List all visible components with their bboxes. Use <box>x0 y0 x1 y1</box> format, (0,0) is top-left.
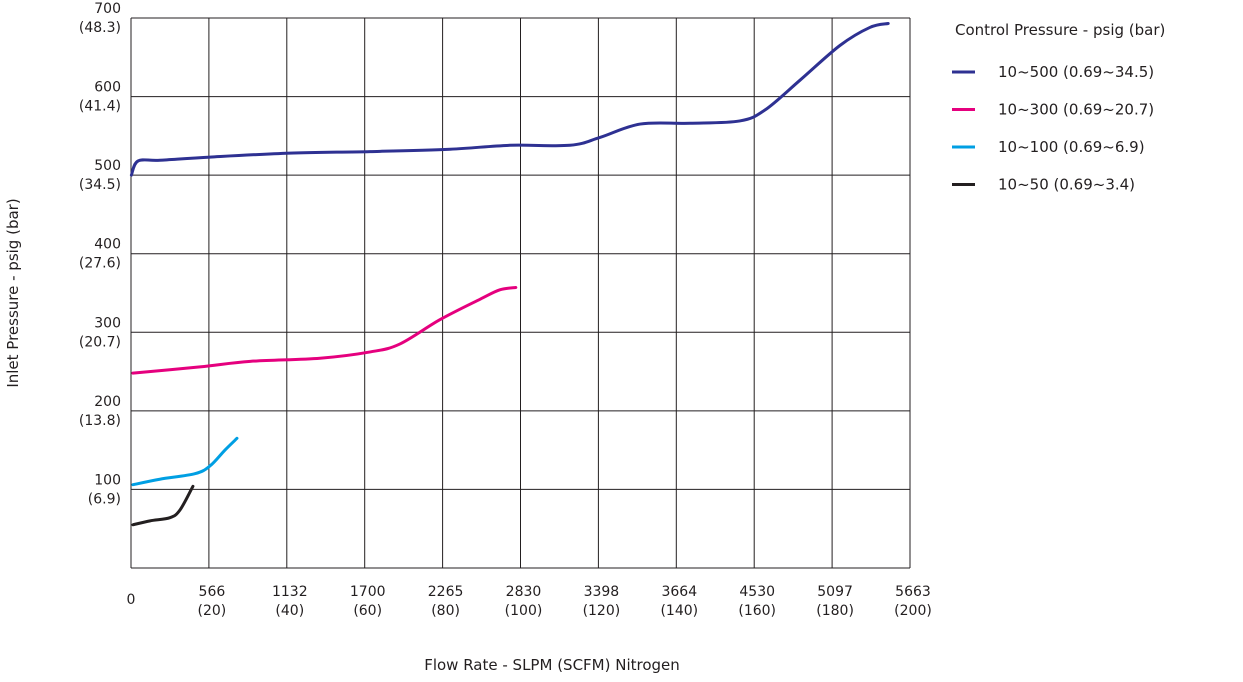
x-axis-title: Flow Rate - SLPM (SCFM) Nitrogen <box>424 656 680 674</box>
series-line <box>129 22 890 177</box>
x-tick-label: 3664 (140) <box>660 584 698 619</box>
y-axis-title: Inlet Pressure - psig (bar) <box>4 198 22 387</box>
series-line <box>131 286 518 375</box>
y-tick-label: 100 (6.9) <box>88 472 121 507</box>
x-tick-label: 5663 (200) <box>894 584 932 619</box>
x-tick-label: 2265 (80) <box>428 584 464 619</box>
x-tick-label: 5097 (180) <box>816 584 854 619</box>
y-tick-label: 300 (20.7) <box>79 315 121 350</box>
legend-label: 10~300 (0.69~20.7) <box>998 101 1154 119</box>
x-tick-label: 0 <box>127 592 136 608</box>
x-tick-label: 1132 (40) <box>272 584 308 619</box>
legend-label: 10~500 (0.69~34.5) <box>998 63 1154 81</box>
x-tick-label: 1700 (60) <box>350 584 386 619</box>
x-tick-label: 2830 (100) <box>505 584 543 619</box>
legend-label: 10~100 (0.69~6.9) <box>998 138 1145 156</box>
legend-label: 10~50 (0.69~3.4) <box>998 176 1135 194</box>
legend-title: Control Pressure - psig (bar) <box>955 21 1165 39</box>
y-tick-label: 600 (41.4) <box>79 80 121 115</box>
y-tick-label: 200 (13.8) <box>79 394 121 429</box>
x-tick-label: 566 (20) <box>198 584 227 619</box>
y-tick-label: 400 (27.6) <box>79 237 121 272</box>
y-tick-label: 500 (34.5) <box>79 158 121 193</box>
series-line <box>131 436 239 487</box>
y-tick-label: 700 (48.3) <box>79 1 121 36</box>
x-tick-label: 3398 (120) <box>583 584 621 619</box>
x-tick-label: 4530 (160) <box>738 584 776 619</box>
series-line <box>131 484 195 527</box>
